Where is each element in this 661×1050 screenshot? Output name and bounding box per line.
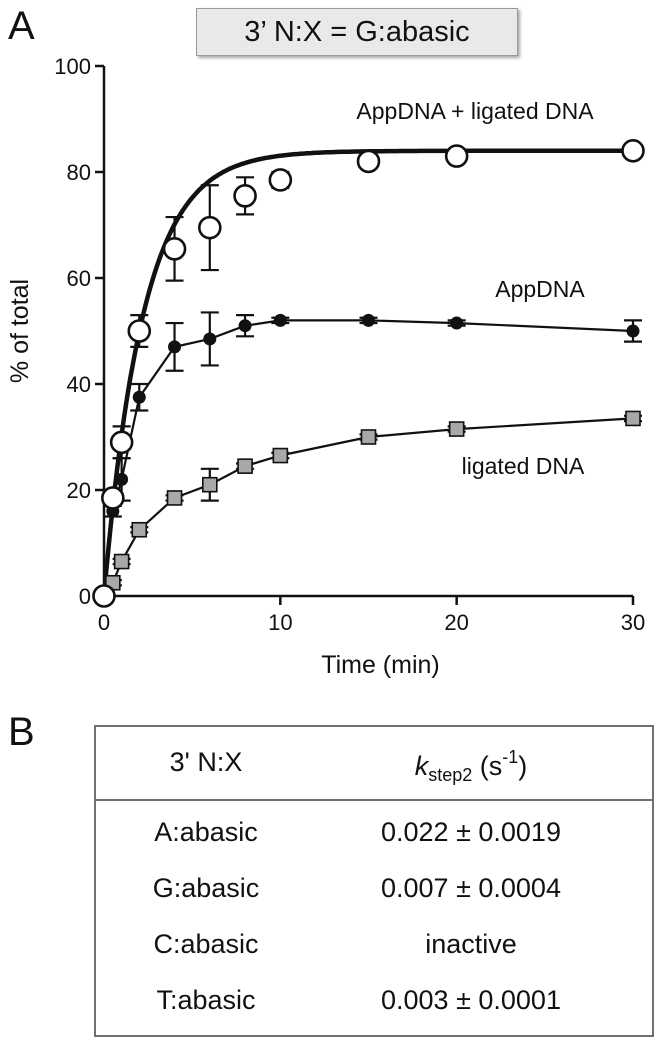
point-appdna-plus-ligated xyxy=(233,184,257,208)
point-ligated-dna xyxy=(237,458,253,474)
y-tick-label: 40 xyxy=(67,372,91,397)
point-appdna-plus-ligated xyxy=(621,139,645,163)
y-tick-label: 100 xyxy=(54,54,91,79)
y-axis-label: % of total xyxy=(6,279,34,383)
y-tick-label: 60 xyxy=(67,266,91,291)
point-appdna xyxy=(203,332,217,346)
row-pair: C:abasic xyxy=(153,929,259,959)
k-symbol: k xyxy=(414,751,429,781)
point-appdna-plus-ligated xyxy=(109,430,134,455)
point-appdna xyxy=(115,472,129,486)
table-header: 3' N:X kstep2 (s-1) xyxy=(96,727,652,801)
chart-title: 3’ N:X = G:abasic xyxy=(196,8,518,56)
y-tick-label: 20 xyxy=(67,478,91,503)
y-tick-label: 0 xyxy=(79,584,91,609)
header-pair: 3' N:X xyxy=(169,747,243,777)
panel-b-label: B xyxy=(8,710,35,754)
x-tick-label: 10 xyxy=(268,610,292,635)
row-pair: T:abasic xyxy=(156,985,256,1015)
point-ligated-dna xyxy=(166,490,183,506)
line-ligated-dna xyxy=(103,417,634,597)
rate-constant-table: 3' N:X kstep2 (s-1) A:abasic 0.022 ± 0.0… xyxy=(94,725,654,1037)
point-appdna xyxy=(238,319,252,333)
point-ligated-dna xyxy=(625,410,641,427)
k-subscript: step2 xyxy=(428,765,473,785)
kinetics-chart: 0 20 40 60 80 100 0 10 20 30 Time (min) % of total A… xyxy=(6,54,645,679)
point-ligated-dna xyxy=(360,429,377,445)
point-appdna-plus-ligated xyxy=(92,584,116,608)
label-appdna: AppDNA xyxy=(495,276,585,302)
point-ligated-dna xyxy=(113,553,130,570)
x-axis-label: Time (min) xyxy=(321,651,440,679)
point-ligated-dna xyxy=(131,521,148,538)
point-appdna xyxy=(626,324,640,338)
point-appdna xyxy=(273,313,287,327)
point-appdna-plus-ligated xyxy=(356,149,381,174)
row-value: 0.022 ± 0.0019 xyxy=(381,817,561,847)
row-value: 0.003 ± 0.0001 xyxy=(381,985,561,1015)
row-value: 0.007 ± 0.0004 xyxy=(381,873,561,903)
panel-a-label: A xyxy=(8,4,35,48)
point-appdna xyxy=(168,340,182,354)
row-pair: G:abasic xyxy=(152,873,260,903)
point-appdna-plus-ligated xyxy=(268,168,293,192)
point-ligated-dna xyxy=(448,421,465,437)
label-ligated-dna: ligated DNA xyxy=(462,453,585,479)
x-tick-label: 20 xyxy=(444,610,468,635)
point-appdna-plus-ligated xyxy=(162,237,187,261)
point-ligated-dna xyxy=(272,447,289,464)
unit-exponent: -1 xyxy=(502,747,519,767)
y-tick-label: 80 xyxy=(67,160,91,185)
row-pair: A:abasic xyxy=(154,817,258,847)
x-tick-label: 0 xyxy=(98,610,110,635)
point-appdna xyxy=(450,316,464,330)
point-appdna xyxy=(362,313,375,327)
point-ligated-dna xyxy=(202,476,218,493)
point-appdna-plus-ligated xyxy=(198,215,222,240)
unit-close: ) xyxy=(518,751,528,781)
row-value: inactive xyxy=(425,929,517,959)
point-appdna-plus-ligated xyxy=(444,144,469,168)
point-appdna-plus-ligated xyxy=(101,486,125,510)
x-tick-label: 30 xyxy=(621,610,645,635)
point-appdna xyxy=(132,390,146,404)
point-appdna-plus-ligated xyxy=(127,319,152,343)
label-appdna-plus-ligated: AppDNA + ligated DNA xyxy=(356,98,594,124)
unit-open: (s xyxy=(472,751,503,781)
header-rate-constant: kstep2 (s-1) xyxy=(306,747,636,786)
